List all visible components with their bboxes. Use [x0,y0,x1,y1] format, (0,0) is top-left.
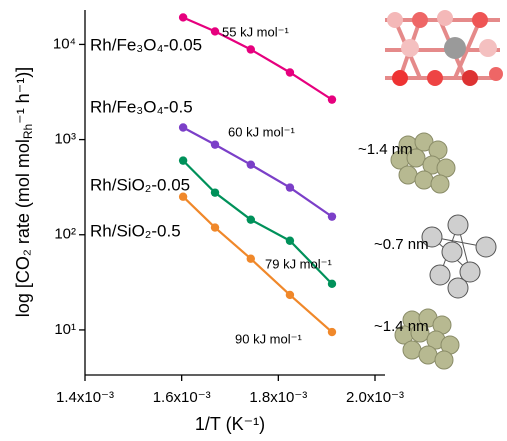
data-point [179,193,187,201]
y-axis-label: log [CO₂ rate (mol molRh⁻¹ h⁻¹)] [13,67,35,317]
data-point [286,68,294,76]
data-point [328,280,336,288]
x-tick-label: 1.6x10⁻³ [153,389,211,406]
activation-energy: 79 kJ mol⁻¹ [265,256,332,271]
series-label: Rh/Fe₃O₄-0.5 [90,97,193,116]
x-axis-label: 1/T (K⁻¹) [195,414,265,434]
data-point [286,183,294,191]
data-point [211,223,219,231]
particle-size: ~1.4 nm [374,318,429,335]
y-tick-label: 10⁴ [53,35,76,52]
particle-size: ~1.4 nm [358,141,413,158]
data-point [286,291,294,299]
fit-line [183,127,332,216]
data-point [247,45,255,53]
data-point [247,215,255,223]
data-point [211,27,219,35]
data-point [179,13,187,21]
series-label: Rh/Fe₃O₄-0.05 [90,35,202,54]
x-tick-label: 1.4x10⁻³ [56,389,114,406]
y-axis-label-part: Rh [21,124,35,139]
chart: 1/T (K⁻¹) log [CO₂ rate (mol molRh⁻¹ h⁻¹… [0,0,507,441]
data-point [328,212,336,220]
data-point [328,328,336,336]
data-point [179,123,187,131]
silver-cluster [422,215,496,298]
activation-energy: 90 kJ mol⁻¹ [235,331,302,346]
crystal-structure [380,5,503,90]
data-point [247,160,255,168]
data-point [211,140,219,148]
y-tick-label: 10³ [54,131,76,148]
y-tick-label: 10² [54,226,76,243]
x-tick-label: 1.8x10⁻³ [249,389,307,406]
data-point [286,237,294,245]
series-label: Rh/SiO₂-0.05 [90,175,190,194]
data-point [247,255,255,263]
x-tick-label: 2.0x10⁻³ [346,389,404,406]
y-tick-label: 10¹ [54,321,76,338]
data-point [328,95,336,103]
series-label: Rh/SiO₂-0.5 [90,221,181,240]
data-point [179,156,187,164]
y-axis-label-part: ⁻¹ h⁻¹)] [13,67,33,124]
activation-energy: 60 kJ mol⁻¹ [228,124,295,139]
data-point [211,188,219,196]
y-axis-label-part: log [CO₂ rate (mol mol [13,139,33,317]
particle-size: ~0.7 nm [374,236,429,253]
activation-energy: 55 kJ mol⁻¹ [222,24,289,39]
structure-images [380,5,503,369]
